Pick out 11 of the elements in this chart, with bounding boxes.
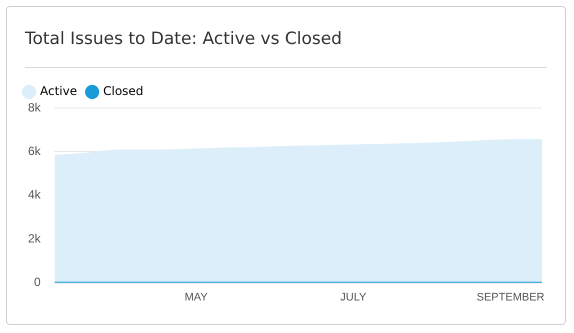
x-tick-label: MAY [184,291,208,304]
legend-label: Active [40,84,78,98]
y-tick-label: 2k [28,231,42,246]
y-tick-label: 8k [28,100,42,114]
y-tick-label: 6k [28,144,42,158]
x-tick-label: SEPTEMBER [476,291,545,304]
y-tick-label: 0 [34,275,41,290]
y-tick-label: 4k [28,188,42,202]
chart-title: Total Issues to Date: Active vs Closed [25,29,342,49]
x-tick-label: JULY [340,291,368,304]
legend-label: Closed [103,84,144,98]
